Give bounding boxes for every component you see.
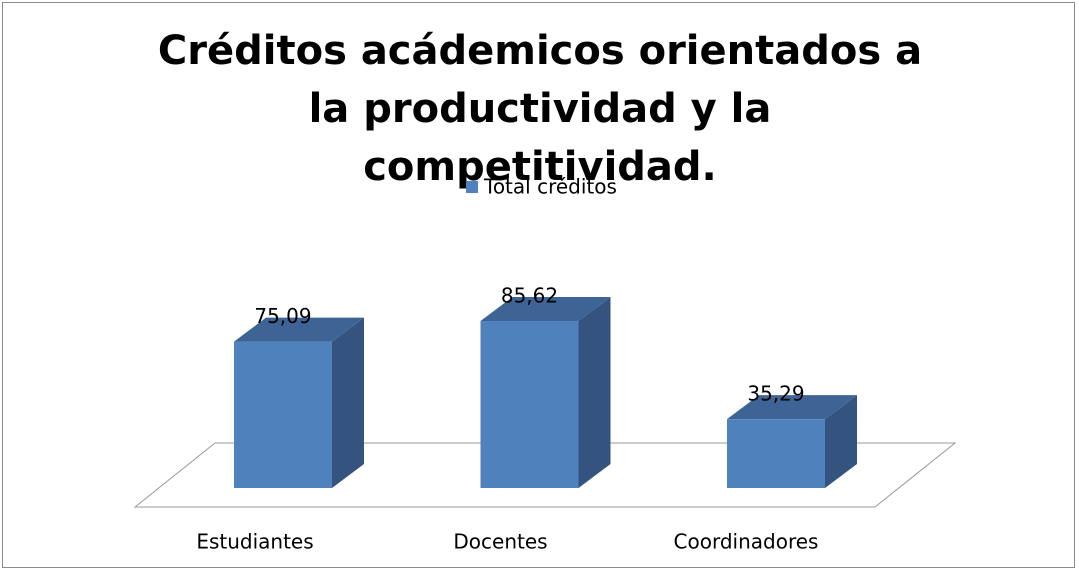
bar-side [578, 297, 611, 488]
value-label: 35,29 [747, 382, 804, 406]
bar-side [332, 317, 364, 488]
bar [727, 419, 825, 488]
bar-top [480, 297, 611, 322]
chart-title: Créditos acádemicos orientados a la prod… [157, 28, 923, 190]
bar [480, 321, 579, 488]
legend-swatch [466, 181, 478, 193]
x-tick-label: Coordinadores [674, 530, 819, 554]
bar-top [727, 395, 857, 420]
bar-top [234, 317, 364, 342]
bar [234, 341, 332, 488]
legend-label: Total créditos [483, 175, 617, 199]
bar-side [825, 395, 857, 488]
value-label: 75,09 [254, 304, 311, 328]
x-tick-label: Docentes [453, 530, 547, 554]
x-tick-label: Estudiantes [196, 530, 313, 554]
value-label: 85,62 [501, 284, 558, 308]
